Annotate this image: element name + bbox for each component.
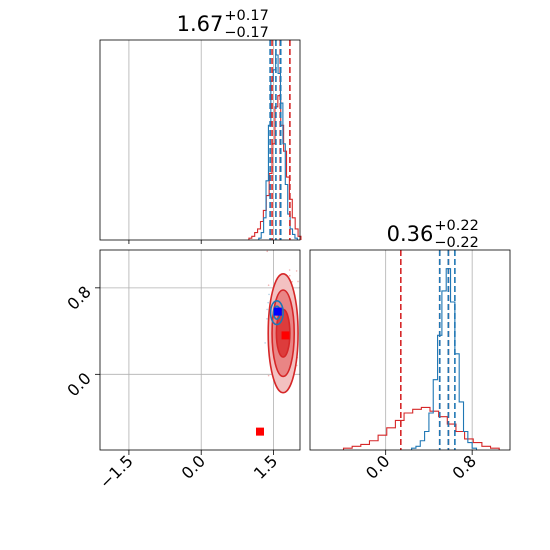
scatter-point-b bbox=[266, 308, 268, 311]
hist-p1-series-b bbox=[258, 54, 298, 240]
scatter-xtick-label: 1.5 bbox=[250, 451, 281, 482]
hist-p2-title-lower: −0.22 bbox=[434, 235, 478, 251]
scatter-point-a bbox=[267, 284, 270, 287]
scatter-marker-estimate bbox=[273, 307, 282, 316]
hist-p2-title: 0.36 bbox=[387, 222, 434, 246]
hist-p1-frame bbox=[99, 39, 301, 241]
scatter-xtick-label: 0.0 bbox=[178, 451, 209, 482]
hist-p2-xtick-label: 0.0 bbox=[362, 451, 393, 482]
scatter-ytick-label: 0.8 bbox=[63, 282, 94, 313]
scatter-point-a bbox=[295, 270, 298, 272]
scatter-marker-truth bbox=[281, 331, 290, 340]
scatter-xtick-label: −1.5 bbox=[96, 451, 137, 492]
scatter-contour-b bbox=[269, 300, 284, 326]
hist-p2-frame bbox=[309, 249, 511, 451]
scatter-point-b bbox=[267, 301, 269, 304]
scatter-point-a bbox=[297, 280, 299, 283]
hist-p1-panel bbox=[99, 39, 302, 244]
scatter-point-a bbox=[266, 250, 269, 253]
scatter-point-b bbox=[266, 317, 268, 320]
scatter-point-a bbox=[288, 269, 291, 271]
hist-p2-series-a bbox=[342, 406, 500, 450]
hist-p2-title-upper: +0.22 bbox=[434, 218, 478, 234]
hist-p2-series-b bbox=[411, 268, 478, 450]
scatter-ytick-label: 0.0 bbox=[63, 369, 94, 400]
hist-p1-title-upper: +0.17 bbox=[224, 8, 268, 24]
scatter-point-a bbox=[288, 274, 291, 277]
hist-p1-title-value: 1.67 bbox=[177, 12, 224, 36]
scatter-point-b bbox=[264, 342, 266, 344]
hist-p2-title-value: 0.36 bbox=[387, 222, 434, 246]
scatter-p1-p2-panel: −1.5 0.0 1.5 0.0 0.8 bbox=[63, 249, 303, 492]
scatter-point-a bbox=[300, 375, 302, 377]
scatter-point-b bbox=[268, 293, 270, 296]
scatter-marker-truth bbox=[256, 427, 264, 436]
hist-p2-panel: 0.0 0.8 bbox=[309, 249, 511, 483]
hist-p2-xtick-label: 0.8 bbox=[449, 451, 480, 482]
scatter-point-a bbox=[301, 295, 303, 297]
hist-p1-title: 1.67 bbox=[177, 12, 224, 36]
scatter-point-a bbox=[267, 374, 270, 377]
hist-p1-title-lower: −0.17 bbox=[224, 25, 268, 41]
hist-p1-series-a bbox=[248, 95, 302, 240]
scatter-p1-p2-frame bbox=[99, 249, 301, 451]
